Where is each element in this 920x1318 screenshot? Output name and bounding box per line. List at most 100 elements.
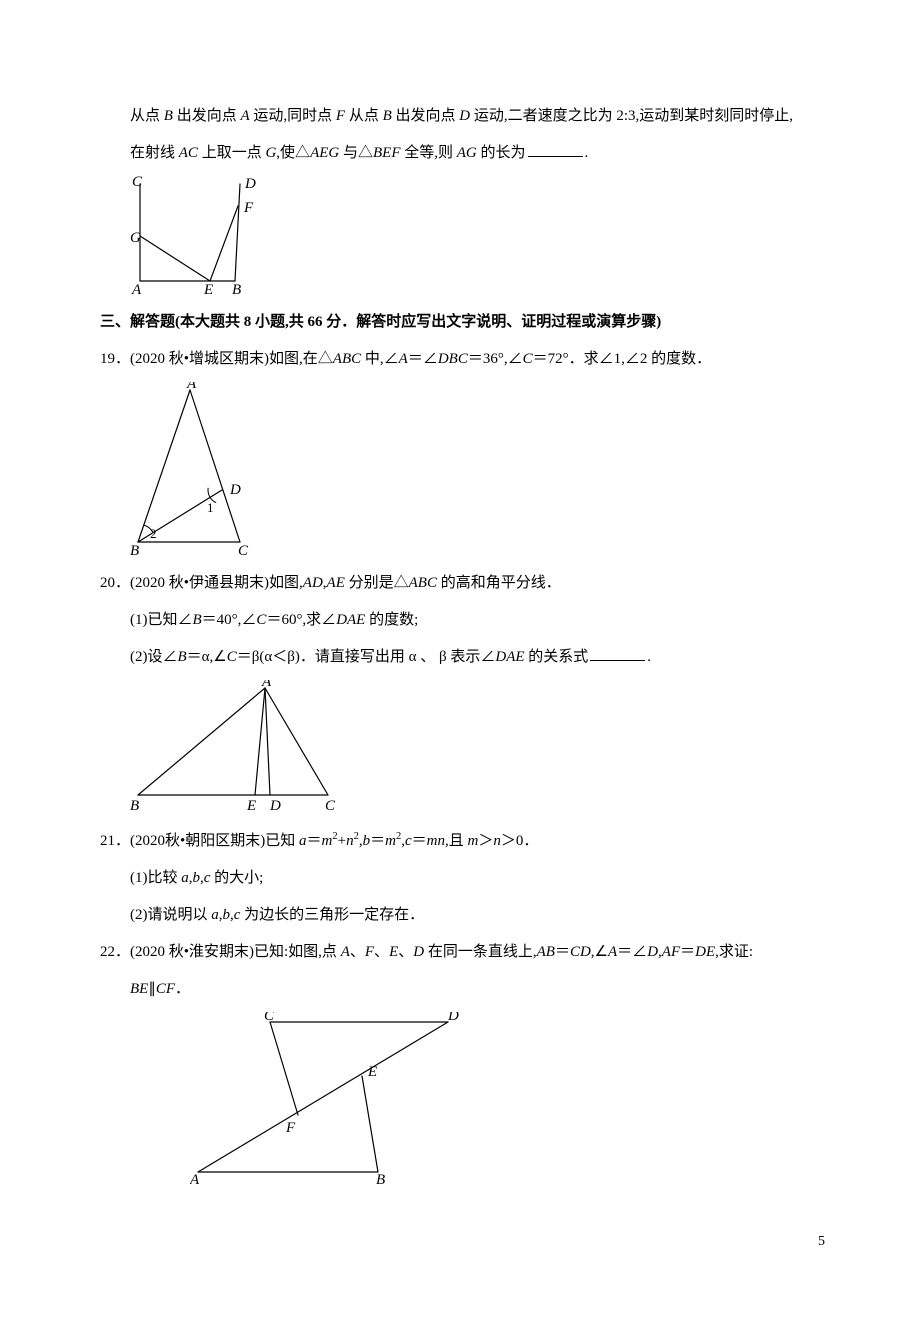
var-F: F (336, 108, 345, 124)
var-AEG: AEG (310, 145, 339, 161)
var-mn: mn (427, 833, 445, 849)
t: 在射线 (130, 145, 179, 161)
var-A: A (240, 108, 249, 124)
t: ∥ (148, 981, 156, 997)
t: ＝∠ (408, 351, 438, 367)
svg-text:A: A (131, 282, 142, 296)
t: ＝ (370, 833, 385, 849)
t: . (647, 649, 651, 665)
figure-q20: ABCDE (130, 680, 360, 815)
t: ,∠ (591, 944, 608, 960)
var-m: m (385, 833, 396, 849)
svg-text:B: B (232, 282, 241, 296)
t: ＝ (555, 944, 570, 960)
svg-text:G: G (130, 230, 141, 246)
svg-text:D: D (229, 482, 241, 498)
var-DE: DE (695, 944, 715, 960)
svg-text:B: B (130, 798, 139, 814)
t: 、 (398, 944, 413, 960)
var-D: D (413, 944, 424, 960)
t: 的度数; (365, 612, 418, 628)
svg-text:E: E (246, 798, 256, 814)
t: 、 (374, 944, 389, 960)
t: 如图,在△ (269, 351, 333, 367)
t: 出发向点 (173, 108, 241, 124)
q21-part1: (1)比较 a,b,c 的大小; (100, 862, 825, 895)
t: 的关系式 (525, 649, 589, 665)
var-BEF: BEF (373, 145, 401, 161)
svg-text:D: D (244, 176, 256, 192)
var-m: m (468, 833, 479, 849)
var-AC: AC (179, 145, 198, 161)
var-b: b (363, 833, 371, 849)
svg-text:C: C (238, 543, 249, 557)
t: ＝36°,∠ (468, 351, 523, 367)
t: (1)比较 (130, 870, 181, 886)
var-ABC: ABC (333, 351, 361, 367)
var-G: G (265, 145, 276, 161)
t: 已知:如图,点 (254, 944, 341, 960)
t: ,求证: (715, 944, 753, 960)
t: 的高和角平分线． (437, 575, 561, 591)
q-source: (2020 秋•增城区期末) (130, 351, 269, 367)
q-source: (2020秋•朝阳区期末) (130, 833, 265, 849)
t: 的大小; (210, 870, 263, 886)
var-AD: AD (303, 575, 323, 591)
t: + (338, 833, 346, 849)
var-n: n (346, 833, 354, 849)
svg-text:B: B (376, 1172, 385, 1187)
t: ． (175, 981, 190, 997)
t: ＝α,∠ (187, 649, 227, 665)
t: 从点 (345, 108, 383, 124)
t: 、 (350, 944, 365, 960)
var-a: a (211, 907, 219, 923)
var-DAE: DAE (495, 649, 524, 665)
q-num: 19． (100, 351, 130, 367)
q20-part1: (1)已知∠B＝40°,∠C＝60°,求∠DAE 的度数; (100, 604, 825, 637)
t: ＝60°,求∠ (266, 612, 336, 628)
svg-text:A: A (261, 680, 272, 690)
var-ABC: ABC (409, 575, 437, 591)
var-B: B (164, 108, 173, 124)
svg-text:E: E (367, 1064, 377, 1080)
t: ,使△ (276, 145, 310, 161)
t: 分别是△ (345, 575, 409, 591)
var-n: n (493, 833, 501, 849)
svg-text:C: C (325, 798, 336, 814)
var-CF: CF (156, 981, 175, 997)
var-CD: CD (570, 944, 591, 960)
t: 在同一条直线上, (424, 944, 537, 960)
t: (1)已知∠ (130, 612, 193, 628)
var-a: a (181, 870, 189, 886)
svg-text:1: 1 (207, 500, 214, 515)
svg-text:A: A (186, 382, 197, 392)
var-B: B (193, 612, 202, 628)
t: (2)请说明以 (130, 907, 211, 923)
t: 上取一点 (198, 145, 266, 161)
t: 与△ (339, 145, 373, 161)
q21-stem: 21．(2020秋•朝阳区期末)已知 a＝m2+n2,b＝m2,c＝mn,且 m… (100, 825, 825, 858)
t: 运动,同时点 (250, 108, 336, 124)
page-number: 5 (100, 1227, 825, 1258)
t: ＝ (680, 944, 695, 960)
t: 从点 (130, 108, 164, 124)
var-C: C (523, 351, 533, 367)
var-A: A (399, 351, 408, 367)
figure-q18: ABCDEFG (130, 176, 270, 296)
t: ＝40°,∠ (202, 612, 257, 628)
t: 中,∠ (361, 351, 399, 367)
t: 为边长的三角形一定存在． (240, 907, 424, 923)
blank-fill (590, 645, 645, 661)
t: ＝ (412, 833, 427, 849)
t: 运动,二者速度之比为 2:3,运动到某时刻同时停止, (470, 108, 793, 124)
t: (2)设∠ (130, 649, 178, 665)
q18-continuation-line1: 从点 B 出发向点 A 运动,同时点 F 从点 B 出发向点 D 运动,二者速度… (100, 100, 825, 133)
q22-conclusion: BE∥CF． (100, 973, 825, 1006)
t: ＞0． (501, 833, 539, 849)
var-D: D (459, 108, 470, 124)
var-m: m (322, 833, 333, 849)
section-3-header: 三、解答题(本大题共 8 小题,共 66 分．解答时应写出文字说明、证明过程或演… (100, 306, 825, 339)
q-num: 20． (100, 575, 130, 591)
svg-text:E: E (203, 282, 213, 296)
q-num: 21． (100, 833, 130, 849)
